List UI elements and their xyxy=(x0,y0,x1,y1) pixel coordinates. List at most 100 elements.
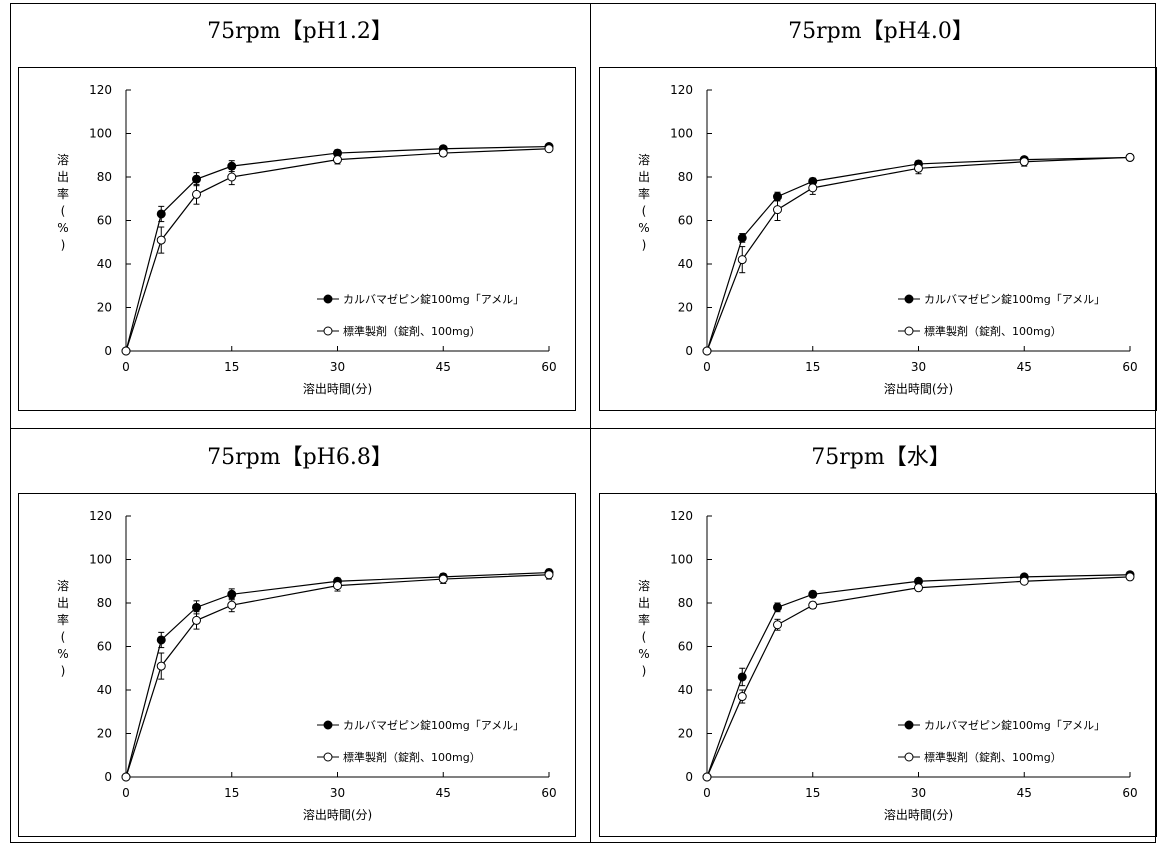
data-point xyxy=(544,144,554,154)
x-tick-label: 30 xyxy=(911,360,926,374)
y-tick-label: 0 xyxy=(104,344,112,358)
y-tick-label: 100 xyxy=(670,553,693,567)
x-tick-label: 45 xyxy=(436,360,451,374)
data-point xyxy=(702,346,712,356)
data-point xyxy=(438,148,448,158)
legend-marker xyxy=(904,326,914,336)
y-tick-label: 0 xyxy=(104,770,112,784)
panel-title: 75rpm【水】 xyxy=(811,445,951,470)
series-1 xyxy=(702,572,1135,782)
grid-border xyxy=(10,3,1156,843)
x-tick-label: 60 xyxy=(541,360,556,374)
chart-water: 0 20 40 60 80 100 120 0 15 30 45 60 溶出時間(分) 溶出率(%) カルバ… xyxy=(638,509,1138,822)
x-tick-label: 15 xyxy=(805,360,820,374)
legend-label: カルバマゼピン錠100mg「アメル」 xyxy=(924,718,1105,732)
y-tick-label: 40 xyxy=(678,257,693,271)
x-tick-label: 15 xyxy=(224,360,239,374)
data-point xyxy=(227,172,237,182)
chart-ph6-8: 0 20 40 60 80 100 120 0 15 30 45 60 溶出時間(分) 溶出率(%) カルバ… xyxy=(57,509,557,822)
data-point xyxy=(121,772,131,782)
data-point xyxy=(156,209,166,219)
grid-vertical-divider xyxy=(590,3,591,843)
y-tick-label: 20 xyxy=(678,301,693,315)
data-point xyxy=(544,570,554,580)
data-point xyxy=(773,602,782,612)
x-axis-label: 溶出時間(分) xyxy=(884,807,953,822)
chart-ph1-2: 0 20 40 60 80 100 120 0 15 30 45 60 溶出時間(分) 溶出率(%) カルバ… xyxy=(57,83,557,396)
legend-marker xyxy=(323,720,333,730)
x-axis-label: 溶出時間(分) xyxy=(303,807,372,822)
y-tick-label: 60 xyxy=(678,640,693,654)
legend-marker xyxy=(323,294,333,304)
y-tick-label: 60 xyxy=(678,214,693,228)
y-tick-label: 0 xyxy=(685,770,693,784)
y-tick-label: 20 xyxy=(97,727,112,741)
x-tick-label: 0 xyxy=(703,786,711,800)
data-point xyxy=(808,600,818,610)
data-point xyxy=(227,600,237,610)
data-point xyxy=(192,602,201,612)
series-1 xyxy=(121,569,554,782)
data-point xyxy=(737,692,747,702)
panel-ph6-8: 75rpm【pH6.8】 0 20 40 60 80 100 120 0 15 30 45 60 溶出時… xyxy=(10,429,590,849)
legend-label: 標準製剤（錠剤、100mg） xyxy=(343,750,481,764)
panel-water: 75rpm【水】 0 20 40 60 80 100 120 0 15 30 45 60 溶出時間(分)… xyxy=(591,429,1160,849)
legend-label: カルバマゼピン錠100mg「アメル」 xyxy=(343,292,524,306)
x-tick-label: 0 xyxy=(122,360,130,374)
x-tick-label: 15 xyxy=(805,786,820,800)
legend-marker xyxy=(904,720,914,730)
data-point xyxy=(1019,576,1029,586)
y-tick-label: 20 xyxy=(678,727,693,741)
data-point xyxy=(333,581,342,591)
data-point xyxy=(914,583,923,593)
y-tick-label: 80 xyxy=(97,170,112,184)
data-point xyxy=(808,183,818,193)
data-point xyxy=(737,672,747,682)
series-line xyxy=(125,145,550,352)
y-tick-label: 40 xyxy=(97,683,112,697)
y-tick-label: 120 xyxy=(89,83,112,97)
x-tick-label: 60 xyxy=(1122,360,1137,374)
x-tick-label: 30 xyxy=(330,360,345,374)
data-point xyxy=(737,233,747,243)
series-1 xyxy=(702,152,1135,356)
grid-horizontal-divider xyxy=(10,428,1156,429)
y-tick-label: 100 xyxy=(89,553,112,567)
chart-ph4-0: 0 20 40 60 80 100 120 0 15 30 45 60 溶出時間(分) 溶出率(%) カルバ… xyxy=(638,83,1138,396)
x-tick-label: 0 xyxy=(122,786,130,800)
y-axis-label: 溶出率(%) xyxy=(57,578,69,678)
x-tick-label: 15 xyxy=(224,786,239,800)
data-point xyxy=(914,163,923,173)
data-point xyxy=(156,635,166,645)
y-tick-label: 100 xyxy=(670,127,693,141)
chart-grid: 75rpm【pH1.2】 0 20 40 60 80 100 120 0 15 30 45 60 溶出時… xyxy=(10,3,1157,843)
plot-frame: 0 20 40 60 80 100 120 0 15 30 45 60 溶出時間(分) 溶出率(%) カルバ… xyxy=(18,67,576,411)
data-point xyxy=(1019,157,1029,167)
data-point xyxy=(227,589,237,599)
legend-marker xyxy=(904,752,914,762)
x-axis-label: 溶出時間(分) xyxy=(884,381,953,396)
data-point xyxy=(1125,572,1135,582)
legend-label: カルバマゼピン錠100mg「アメル」 xyxy=(924,292,1105,306)
data-point xyxy=(773,205,782,215)
legend-marker xyxy=(904,294,914,304)
data-point xyxy=(702,772,712,782)
y-tick-label: 20 xyxy=(97,301,112,315)
series-0 xyxy=(121,568,554,782)
data-point xyxy=(156,235,166,245)
series-line xyxy=(125,148,550,352)
series-0 xyxy=(702,152,1135,356)
y-axis-label: 溶出率(%) xyxy=(638,152,650,252)
legend-label: 標準製剤（錠剤、100mg） xyxy=(924,324,1062,338)
panel-ph1-2: 75rpm【pH1.2】 0 20 40 60 80 100 120 0 15 30 45 60 溶出時… xyxy=(10,3,590,423)
data-point xyxy=(192,615,201,625)
data-point xyxy=(808,589,818,599)
series-0 xyxy=(702,570,1135,782)
y-tick-label: 120 xyxy=(670,83,693,97)
y-tick-label: 120 xyxy=(670,509,693,523)
x-tick-label: 60 xyxy=(1122,786,1137,800)
y-tick-label: 120 xyxy=(89,509,112,523)
y-tick-label: 80 xyxy=(97,596,112,610)
panel-title: 75rpm【pH4.0】 xyxy=(788,19,974,44)
y-tick-label: 80 xyxy=(678,596,693,610)
